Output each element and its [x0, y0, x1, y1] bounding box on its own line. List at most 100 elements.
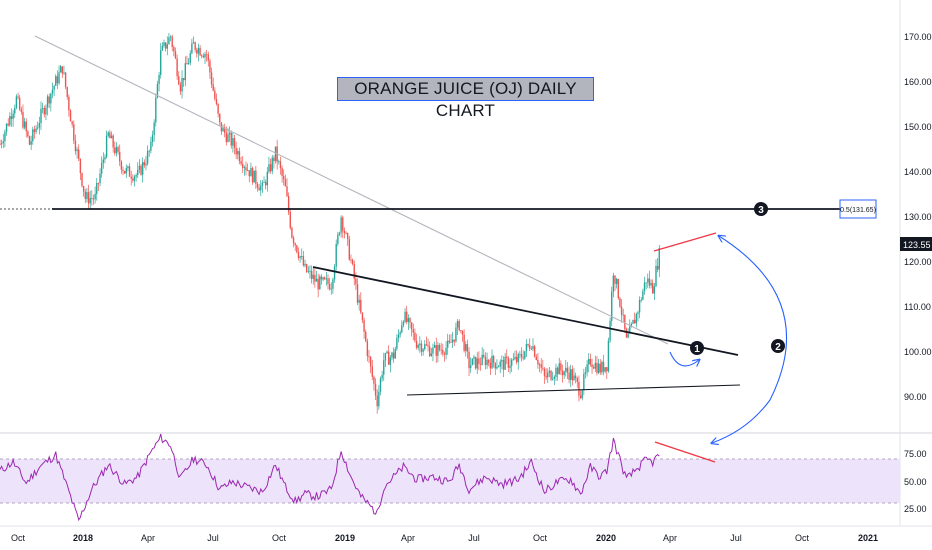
candle — [617, 279, 619, 299]
marker-1[interactable]: 1 — [690, 341, 704, 355]
candle — [127, 166, 129, 169]
lower-wedge-line[interactable] — [406, 384, 741, 396]
candle — [342, 217, 344, 231]
candle — [140, 165, 142, 175]
candle — [560, 363, 562, 371]
candle — [233, 138, 236, 149]
candle — [445, 347, 447, 355]
candle — [573, 375, 575, 381]
upper-wedge-line[interactable] — [312, 266, 739, 356]
rsi-divergence-line[interactable] — [654, 441, 716, 463]
candle — [327, 278, 329, 284]
candle — [281, 168, 283, 177]
candle — [463, 334, 465, 351]
candle — [94, 193, 96, 200]
candle — [10, 116, 13, 119]
candle — [555, 367, 557, 377]
candle — [96, 183, 98, 194]
candle — [14, 107, 16, 114]
candle — [648, 278, 651, 286]
candle — [33, 129, 36, 132]
time-tick-apr-2019: Apr — [401, 533, 415, 543]
candle — [20, 109, 23, 112]
candle — [41, 108, 44, 109]
candle — [5, 123, 8, 132]
time-axis[interactable]: Oct 2018 Apr Jul Oct 2019 Apr Jul Oct 20… — [11, 533, 878, 543]
candle — [12, 113, 14, 119]
candle — [499, 361, 501, 367]
candle — [201, 55, 203, 57]
fib-label-box[interactable] — [839, 199, 877, 219]
candle — [630, 323, 633, 327]
candle — [371, 366, 373, 377]
candle — [410, 322, 413, 330]
candle — [484, 356, 487, 366]
chart-title[interactable]: ORANGE JUICE (OJ) DAILY CHART — [337, 77, 594, 120]
candle — [223, 127, 226, 133]
candle — [466, 344, 469, 352]
candle — [633, 319, 636, 324]
time-tick-oct-2019: Oct — [533, 533, 548, 543]
marker-3[interactable]: 3 — [754, 202, 768, 216]
last-price-badge[interactable] — [900, 237, 932, 251]
candle — [78, 149, 80, 159]
descending-trendline[interactable] — [34, 35, 669, 345]
candle — [384, 353, 387, 361]
candle — [542, 367, 544, 369]
candle — [156, 83, 159, 98]
candle — [333, 266, 336, 280]
price-tick-130: 130.00 — [904, 212, 932, 222]
last-price-label: 123.55 — [903, 240, 931, 250]
candle — [594, 362, 597, 369]
candle — [579, 395, 582, 399]
candle — [266, 171, 269, 186]
candle — [535, 356, 537, 360]
marker-2[interactable]: 2 — [771, 339, 785, 353]
candle — [424, 344, 426, 350]
candle — [186, 63, 188, 65]
fib-label: 0.5(131.65) — [840, 207, 876, 214]
candle — [37, 127, 39, 129]
candle — [387, 351, 390, 365]
small-curved-arrow[interactable] — [669, 351, 699, 366]
candle — [168, 37, 170, 45]
candle — [456, 321, 459, 328]
candle — [399, 332, 401, 335]
price-axis[interactable]: 170.00 160.00 150.00 140.00 130.00 120.0… — [904, 32, 932, 402]
candle — [469, 365, 472, 369]
candle — [22, 111, 24, 128]
candle — [547, 372, 549, 378]
candle — [510, 359, 513, 366]
candle — [91, 198, 93, 199]
candle — [509, 365, 511, 368]
candle — [563, 371, 565, 376]
candle — [494, 362, 496, 369]
candle — [76, 149, 78, 152]
candle — [55, 76, 57, 86]
candle — [237, 151, 239, 155]
price-tick-90: 90.00 — [904, 392, 927, 402]
price-panel[interactable] — [0, 0, 900, 432]
price-divergence-line[interactable] — [653, 232, 717, 252]
candle — [537, 359, 539, 365]
candle — [74, 140, 77, 152]
candle — [332, 279, 334, 289]
candle — [322, 277, 324, 280]
candle — [66, 87, 68, 97]
candle — [9, 116, 11, 126]
candle — [309, 270, 311, 272]
candle — [346, 233, 349, 240]
candle — [486, 359, 488, 366]
large-curved-arrow[interactable] — [712, 236, 788, 443]
rsi-tick-75: 75.00 — [904, 449, 927, 459]
candle — [278, 161, 280, 163]
price-tick-160: 160.00 — [904, 77, 932, 87]
candle — [256, 183, 259, 188]
candle — [291, 227, 293, 238]
rsi-axis[interactable]: 75.00 50.00 25.00 — [904, 449, 927, 514]
candle — [192, 42, 195, 44]
candle — [432, 347, 434, 354]
candle — [474, 356, 477, 369]
rsi-line — [0, 433, 660, 522]
candle — [260, 185, 262, 191]
